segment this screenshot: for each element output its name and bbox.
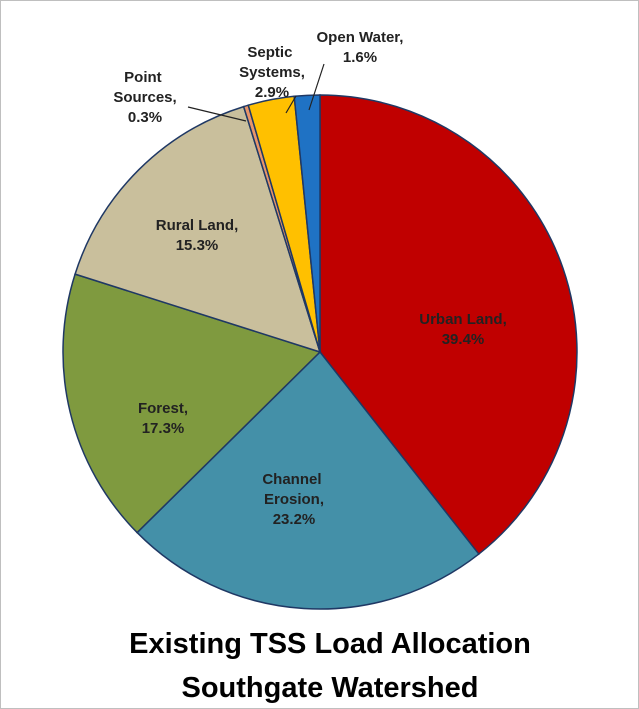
slice-value-label: 0.3% xyxy=(128,109,162,126)
chart-title: Existing TSS Load Allocation xyxy=(129,628,531,660)
slice-label: Open Water, xyxy=(317,29,404,46)
slice-value-label: 15.3% xyxy=(176,237,219,254)
pie-slice xyxy=(319,94,578,556)
chart-subtitle: Southgate Watershed xyxy=(181,672,478,704)
slice-value-label: 2.9% xyxy=(255,84,289,101)
slice-label: Septic Systems, xyxy=(239,44,305,81)
leader-line xyxy=(308,63,325,111)
slice-label: Channel Erosion, xyxy=(262,471,325,508)
pie-slice xyxy=(62,273,322,534)
leader-line xyxy=(285,95,297,114)
pie-slice xyxy=(293,94,321,353)
pie-slice xyxy=(136,350,480,610)
slice-label: Rural Land, xyxy=(156,217,239,234)
pie xyxy=(62,94,578,610)
leader-line xyxy=(187,106,247,122)
slice-value-label: 1.6% xyxy=(343,49,377,66)
slice-value-label: 17.3% xyxy=(142,420,185,437)
slice-value-label: 39.4% xyxy=(442,331,485,348)
slice-label: Point Sources, xyxy=(113,69,176,106)
slice-label: Urban Land, xyxy=(419,311,507,328)
slice-value-label: 23.2% xyxy=(273,511,316,528)
slice-label: Forest, xyxy=(138,400,188,417)
